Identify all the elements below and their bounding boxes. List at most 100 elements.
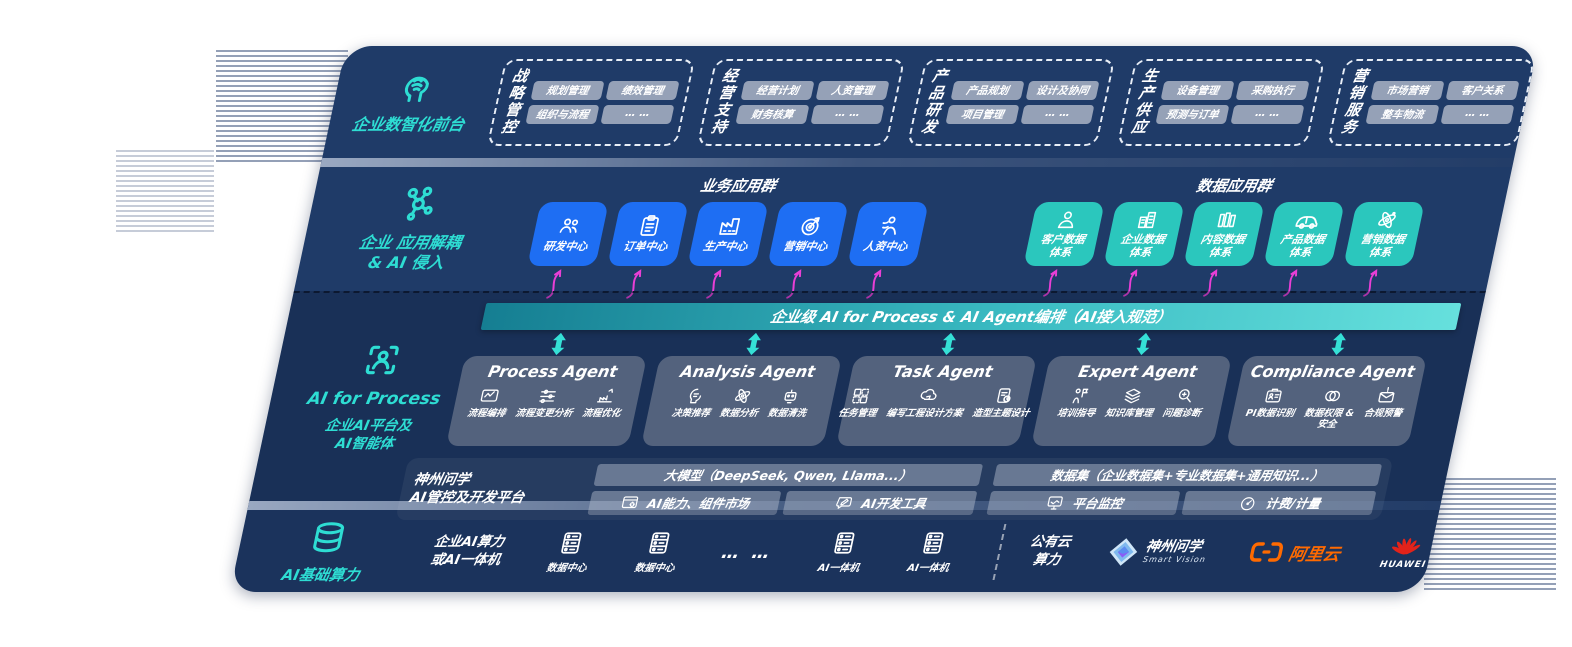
- brain-icon: [394, 69, 439, 109]
- double-arrow-icon: [746, 332, 761, 356]
- stripe-decoration-left: [116, 150, 214, 234]
- agent-card-analysis: Analysis Agent 决策推荐 数据分析: [640, 356, 843, 446]
- app-box-label: 生产中心: [701, 240, 749, 254]
- molecule-icon: [395, 185, 442, 227]
- data-box-label: 营销数据 体系: [1359, 232, 1407, 259]
- platform-monitoring: 平台监控: [986, 490, 1181, 515]
- vendor-logos: 神州问学 Smart Vision 阿里云 HUAWEI: [1105, 535, 1433, 570]
- huawei-logo: [1392, 537, 1421, 554]
- server-rack-icon: [561, 532, 582, 554]
- agent-item-label: 任务管理: [837, 408, 878, 419]
- module-group-label: 生产 供应: [1129, 66, 1160, 137]
- app-cell: 营销中心: [760, 202, 849, 299]
- more-nodes-ellipsis: … …: [719, 541, 776, 563]
- node-datacenter: 数据中心: [545, 530, 594, 574]
- app-cell: 生产中心: [680, 202, 769, 299]
- agent-card-expert: Expert Agent 培训指导 知识库管理: [1030, 356, 1233, 446]
- cloud-write-icon: [920, 388, 937, 400]
- chat-pen-icon: [836, 496, 853, 509]
- data-box-enterprise: 企业数据 体系: [1103, 202, 1185, 266]
- gauge-icon: [1240, 496, 1255, 510]
- module-pill: 规划管理: [530, 80, 605, 100]
- app-box-rd-center: 研发中心: [527, 202, 609, 266]
- app-box-label: 营销中心: [781, 240, 829, 254]
- flow-arrow-up-icon: [626, 269, 642, 299]
- section-label: AI基础算力: [280, 565, 362, 584]
- flow-arrow-up-icon: [786, 269, 802, 299]
- app-cell: 人资中心: [840, 202, 929, 299]
- business-app-group: 业务应用群 研发中心 订单中心: [520, 171, 935, 299]
- module-pill: 项目管理: [945, 104, 1020, 124]
- ai-dev-tools: AI开发工具: [782, 490, 978, 515]
- data-clean-icon: [784, 389, 797, 404]
- app-cell: 内容数据 体系: [1177, 202, 1265, 297]
- agent-cards: Process Agent 流程编排 流程变更分析: [445, 332, 1477, 446]
- module-group-strategy: 战略 管控 规划管理 绩效管理 组织与流程 … …: [486, 58, 696, 146]
- module-pill: 设计及协同: [1025, 80, 1100, 100]
- agent-item-label: 决策推荐: [670, 408, 712, 419]
- monitor-icon: [1047, 495, 1063, 510]
- double-arrow-icon: [1331, 332, 1346, 356]
- infra-label-group: AI基础算力: [260, 520, 392, 585]
- app-box-hr-center: 人资中心: [847, 202, 929, 266]
- front-module-groups: 战略 管控 规划管理 绩效管理 组织与流程 … … 经营 支持 经营计划 人资管…: [486, 58, 1536, 146]
- module-group-label: 营销 服务: [1339, 66, 1370, 137]
- group-heading: 业务应用群: [698, 177, 778, 195]
- agent-item-label: 流程变更分析: [514, 408, 574, 419]
- app-cell: 研发中心: [520, 202, 609, 299]
- shenzhou-wenxue-logo: [1109, 538, 1138, 566]
- shenzhou-platform-strip: 神州问学 AI管控及开发平台 大模型（DeepSeek, Qwen, Llama…: [395, 458, 1394, 520]
- agent-item-label: 知识库管理: [1103, 408, 1154, 419]
- data-box-marketing: 营销数据 体系: [1343, 202, 1425, 266]
- module-pill: 人资管理: [815, 80, 890, 100]
- vendor-shenzhou: 神州问学 Smart Vision: [1105, 537, 1210, 567]
- app-box-order-center: 订单中心: [607, 202, 689, 266]
- app-cell: 产品数据 体系: [1257, 202, 1345, 297]
- aliyun-logo: [1249, 542, 1283, 562]
- module-group-operation: 经营 支持 经营计划 人资管理 财务核算 … …: [696, 58, 906, 146]
- agent-title: Compliance Agent: [1248, 362, 1417, 381]
- agent-item-label: 编写工程设计方案: [885, 408, 964, 419]
- node-caption: 数据中心: [633, 563, 676, 574]
- data-box-customer: 客户数据 体系: [1023, 202, 1105, 266]
- ai-orchestration-banner: 企业级 AI for Process & AI Agent编排（AI接入规范）: [480, 303, 1462, 330]
- alert-mail-icon: [1378, 387, 1395, 403]
- flow-arrow-up-icon: [546, 269, 562, 299]
- agent-item-label: 培训指导: [1055, 408, 1097, 419]
- agent-card-compliance: Compliance Agent PI数据识别 数据权限 & 安全: [1225, 356, 1428, 446]
- diagnose-icon: [1178, 389, 1191, 403]
- agent-item-label: 造型主题设计: [971, 408, 1031, 419]
- flow-arrow-up-icon: [1123, 269, 1138, 297]
- content-files-icon: [1217, 212, 1237, 228]
- agent-item-label: 流程编排: [466, 408, 507, 419]
- module-group-product: 产品 研发 产品规划 设计及协同 项目管理 … …: [906, 58, 1116, 146]
- design-doc-icon: [997, 388, 1011, 403]
- agent-card-process: Process Agent 流程编排 流程变更分析: [445, 356, 648, 446]
- banner-text: 企业级 AI for Process & AI Agent编排（AI接入规范）: [768, 308, 1174, 326]
- flow-arrow-up-icon: [1363, 269, 1378, 297]
- agent-title: Task Agent: [891, 362, 995, 381]
- double-arrow-icon: [941, 332, 956, 356]
- app-box-label: 订单中心: [621, 240, 669, 254]
- band-divider: [320, 158, 1515, 167]
- data-app-group: 数据应用群 客户数据 体系 企业数据 体系: [1016, 171, 1431, 299]
- agent-item-label: 数据清洗: [766, 408, 808, 419]
- module-pill: … …: [810, 104, 885, 124]
- agent-cell: Analysis Agent 决策推荐 数据分析: [640, 332, 847, 446]
- hr-people-icon: [882, 216, 896, 236]
- flow-orchestration-icon: [481, 389, 500, 402]
- module-pill: 绩效管理: [605, 80, 680, 100]
- model-column: 大模型（DeepSeek, Qwen, Llama...） AI能力、组件市场 …: [587, 463, 984, 515]
- module-pill: 客户关系: [1445, 80, 1520, 100]
- id-card-icon: [1265, 388, 1282, 403]
- data-box-label: 客户数据 体系: [1039, 232, 1087, 259]
- agent-title: Process Agent: [486, 362, 620, 381]
- data-box-content: 内容数据 体系: [1183, 202, 1265, 266]
- app-box-label: 研发中心: [541, 240, 589, 254]
- module-pill: 市场营销: [1370, 80, 1445, 100]
- section-label: 企业数智化前台: [350, 115, 467, 134]
- agent-cell: Compliance Agent PI数据识别 数据权限 & 安全: [1225, 332, 1432, 446]
- group-heading: 数据应用群: [1194, 177, 1274, 195]
- module-pill: 经营计划: [740, 80, 815, 100]
- vendor-aliyun: 阿里云: [1247, 540, 1343, 565]
